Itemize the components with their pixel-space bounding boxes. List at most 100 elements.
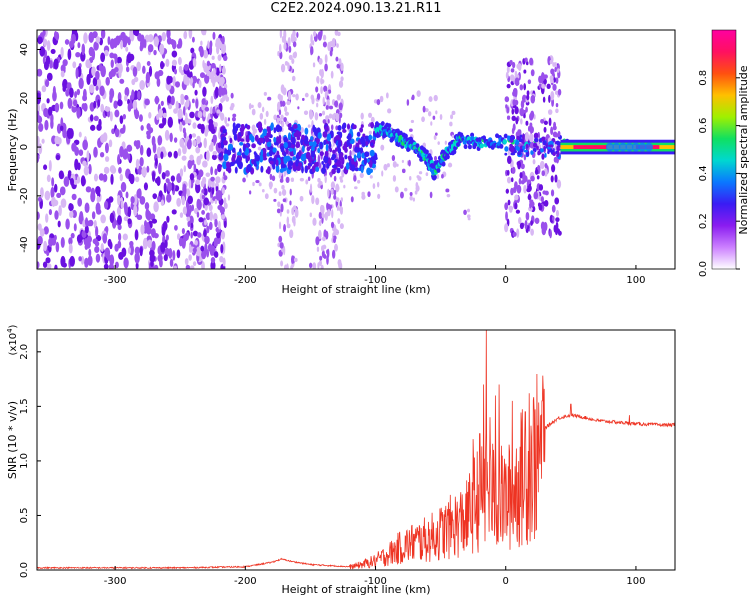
heatmap-cell (450, 114, 454, 120)
heatmap-cell (573, 145, 608, 150)
heatmap-cell (517, 160, 522, 170)
heatmap-cell (337, 31, 341, 37)
heatmap-cell (190, 47, 195, 54)
heatmap-cell (334, 229, 340, 236)
heatmap-cell (334, 100, 339, 108)
heatmap-cell (324, 90, 328, 99)
heatmap-cell (322, 131, 328, 138)
heatmap-cell (91, 66, 96, 77)
heatmap-cell (312, 217, 317, 226)
y-tick-label: -40 (19, 236, 30, 252)
heatmap-cell (214, 198, 218, 205)
heatmap-cell (194, 89, 198, 96)
heatmap-cell (331, 164, 337, 169)
heatmap-cell (326, 202, 329, 211)
heatmap-cell (146, 165, 150, 173)
heatmap-cell (296, 165, 302, 172)
heatmap-cell (368, 130, 372, 135)
heatmap-cell (503, 133, 508, 139)
heatmap-cell (415, 185, 420, 192)
heatmap-cell (94, 241, 100, 247)
heatmap-cell (87, 255, 93, 266)
heatmap-cell (273, 198, 277, 202)
heatmap-cell (349, 128, 353, 134)
heatmap-cell (372, 183, 376, 190)
heatmap-cell (102, 233, 108, 244)
heatmap-cell (519, 107, 525, 117)
heatmap-cell (525, 211, 530, 221)
heatmap-cell (210, 256, 216, 264)
heatmap-cell (50, 118, 54, 130)
heatmap-cell (179, 168, 184, 178)
heatmap-cell (550, 175, 554, 183)
heatmap-cell (441, 173, 444, 179)
heatmap-cell (63, 176, 70, 187)
heatmap-cell (335, 112, 340, 122)
heatmap-cell (528, 206, 533, 212)
heatmap-cell (161, 31, 167, 42)
y-tick-label: -20 (19, 188, 30, 204)
heatmap-cell (95, 253, 101, 263)
heatmap-cell (283, 116, 287, 123)
heatmap-cell (66, 82, 71, 90)
heatmap-cell (134, 229, 139, 241)
heatmap-cell (367, 191, 371, 198)
heatmap-cell (129, 173, 135, 185)
heatmap-cell (341, 124, 345, 130)
heatmap-cell (41, 85, 47, 93)
heatmap-cell (310, 152, 316, 158)
heatmap-cell (278, 43, 282, 54)
heatmap-cell (93, 115, 99, 122)
heatmap-cell (546, 83, 551, 89)
heatmap-cell (509, 135, 513, 141)
heatmap-cell (210, 166, 213, 176)
heatmap-cell (110, 173, 114, 185)
heatmap-cell (555, 140, 560, 145)
heatmap-cell (151, 171, 156, 182)
heatmap-cell (321, 167, 327, 174)
heatmap-cell (173, 265, 178, 269)
heatmap-cell (510, 68, 515, 73)
heatmap-cell (45, 55, 51, 66)
heatmap-cell (176, 249, 181, 259)
heatmap-cell (336, 168, 341, 174)
heatmap-cell (371, 159, 377, 165)
heatmap-cell (418, 171, 423, 175)
heatmap-cell (504, 223, 509, 233)
heatmap-cell (81, 230, 87, 238)
heatmap-cell (264, 136, 270, 143)
heatmap-cell (380, 121, 385, 126)
heatmap-cell (272, 147, 277, 153)
heatmap-cell (512, 135, 515, 140)
heatmap-cell (84, 225, 89, 234)
heatmap-cell (357, 179, 361, 184)
heatmap-cell (242, 154, 248, 159)
heatmap-cell (168, 248, 173, 259)
heatmap-cell (292, 124, 298, 130)
heatmap-cell (257, 102, 262, 109)
heatmap-cell (67, 48, 72, 61)
heatmap-cell (506, 176, 512, 184)
heatmap-cell (264, 193, 269, 200)
heatmap-cell (137, 90, 141, 100)
heatmap-cell (277, 201, 281, 208)
heatmap-cell (60, 64, 66, 73)
heatmap-cell (202, 59, 205, 69)
heatmap-cell (276, 150, 280, 157)
heatmap-cell (516, 184, 522, 194)
colorbar-tick-label: 0.4 (698, 165, 709, 181)
heatmap-cell (189, 77, 194, 86)
heatmap-cell (321, 161, 324, 165)
heatmap-cell (541, 153, 545, 160)
heatmap-cell (288, 147, 294, 152)
heatmap-cell (127, 153, 131, 161)
heatmap-cell (409, 176, 412, 181)
heatmap-cell (278, 125, 283, 132)
heatmap-cell (553, 156, 558, 163)
heatmap-cell (556, 148, 561, 151)
heatmap-cell (323, 254, 327, 259)
heatmap-cell (320, 68, 324, 79)
heatmap-cell (265, 110, 269, 118)
heatmap-cell (391, 154, 396, 162)
heatmap-cell (251, 108, 256, 116)
